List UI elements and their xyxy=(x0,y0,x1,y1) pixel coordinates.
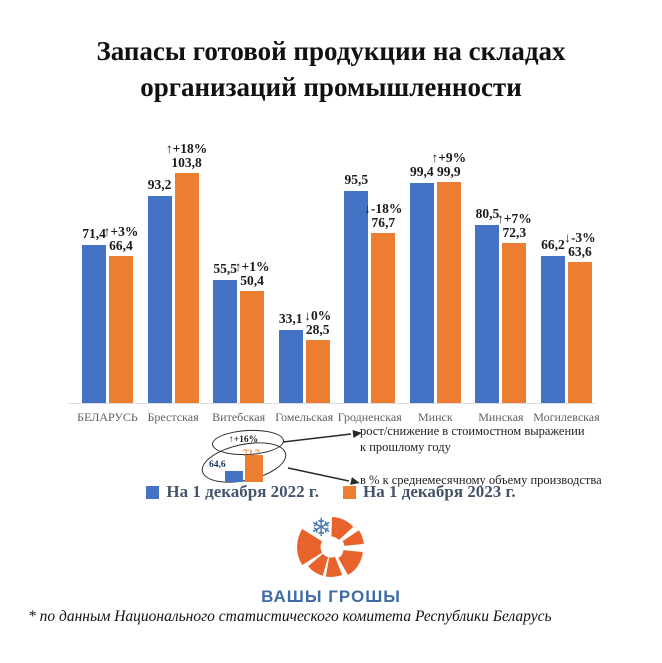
axis-label: Минская xyxy=(478,410,524,424)
axis-label: БЕЛАРУСЬ xyxy=(77,410,138,424)
bar-2023 xyxy=(371,233,396,403)
value-label-2023: ↑+3% 66,4 xyxy=(103,223,139,254)
axis-label: Минск xyxy=(417,410,453,424)
bar-2023 xyxy=(240,291,265,403)
bar-2022 xyxy=(540,256,565,403)
bar-2023 xyxy=(502,243,527,403)
axis-label: Витебская xyxy=(212,410,266,424)
logo-graphic: ❄ xyxy=(297,513,364,577)
bar-group-7: 80,5 ↑+7% 72,3 Минская xyxy=(475,150,532,424)
value-2023-text: 103,8 xyxy=(171,155,202,171)
change-label: ↓-18% xyxy=(364,200,403,216)
value-2023-text: 63,6 xyxy=(568,244,592,260)
bar-group-2: 93,2 ↑+18% 103,8 Брестская xyxy=(147,141,208,424)
page-title: Запасы готовой продукции на складах орга… xyxy=(96,36,566,102)
sample-bar-2023 xyxy=(245,455,263,482)
explainer-growth-text: рост/снижение в стоимостном выражении к … xyxy=(360,423,650,455)
logo-text: ВАШЫ ГРОШЫ xyxy=(261,587,401,606)
bar-2022 xyxy=(147,196,172,403)
change-label: ↑+9% xyxy=(431,149,467,165)
value-2023-text: 76,7 xyxy=(371,215,396,231)
change-label: ↑+18% xyxy=(165,140,208,156)
bar-group-3: 55,5 ↑+1% 50,4 Витебская xyxy=(212,150,269,424)
value-2023-text: 50,4 xyxy=(240,273,264,289)
axis-label: Гомельская xyxy=(275,410,334,424)
logo-wedge xyxy=(325,556,343,577)
bar-2023 xyxy=(174,173,199,403)
logo: ❄ ВАШЫ ГРОШЫ xyxy=(0,509,662,607)
bar-2023 xyxy=(436,182,461,403)
value-label-2023: ↓-3% 63,6 xyxy=(564,229,596,260)
value-2023-text: 66,4 xyxy=(109,238,133,254)
bar-group-6: 99,4 ↑+9% 99,9 Минск xyxy=(409,150,466,424)
bar-2022 xyxy=(278,330,303,403)
change-label: ↑+1% xyxy=(234,258,270,274)
x-axis-line xyxy=(68,403,596,404)
legend-item-1: На 1 декабря 2022 г. xyxy=(146,482,319,502)
value-label-2022: 66,2 xyxy=(541,237,565,252)
value-label-2023: ↑+18% 103,8 xyxy=(165,140,208,171)
bar-2022 xyxy=(82,245,106,403)
value-label-2023: ↓0% 28,5 xyxy=(304,307,332,338)
value-2023-text: 28,5 xyxy=(305,322,330,338)
legend-swatch xyxy=(343,485,356,499)
axis-label: Брестская xyxy=(147,410,199,424)
sample-bar-2022 xyxy=(225,471,243,482)
bar-2023 xyxy=(109,256,133,403)
bar-group-4: 33,1 ↓0% 28,5 Гомельская xyxy=(275,150,333,424)
bar-2023 xyxy=(305,340,330,403)
value-2023-text: 99,9 xyxy=(436,164,461,180)
change-label: ↓0% xyxy=(304,307,332,323)
legend-label: На 1 декабря 2023 г. xyxy=(363,482,516,501)
value-label-2023: ↑+7% 72,3 xyxy=(497,210,532,241)
explainer-growth-line2: к прошлому году xyxy=(360,440,451,454)
logo-wedge xyxy=(331,517,354,540)
legend-label: На 1 декабря 2022 г. xyxy=(166,482,319,501)
value-label-2022: 95,5 xyxy=(344,172,369,187)
logo-wedge xyxy=(338,550,363,575)
bar-2023 xyxy=(567,262,592,403)
bar-2022 xyxy=(344,191,369,403)
sample-value-2022: 64,6 xyxy=(209,460,226,470)
page-title-wrap: Запасы готовой продукции на складах орга… xyxy=(0,34,662,105)
value-label-2023: ↑+9% 99,9 xyxy=(431,149,467,180)
logo-wedge xyxy=(308,553,329,576)
sample-value-2023: 72,7 xyxy=(243,449,260,459)
change-label: ↑+3% xyxy=(103,223,139,239)
value-label-2023: ↓-18% 76,7 xyxy=(364,200,403,231)
legend-item-2: На 1 декабря 2023 г. xyxy=(343,482,516,502)
value-label-2022: 93,2 xyxy=(147,177,172,192)
legend-swatch xyxy=(146,485,160,499)
value-2023-text: 72,3 xyxy=(502,225,527,241)
axis-label: Могилевская xyxy=(533,410,600,424)
bar-group-1: 71,4 ↑+3% 66,4 БЕЛАРУСЬ xyxy=(77,150,138,424)
value-label-2022: 33,1 xyxy=(278,311,303,326)
bar-2022 xyxy=(409,183,434,403)
explainer-growth-line1: рост/снижение в стоимостном выражении xyxy=(360,424,585,438)
value-label-2022: 55,5 xyxy=(213,261,237,276)
explainer-percent-text: в % к среднемесячному объему производств… xyxy=(360,473,602,487)
value-label-2022: 99,4 xyxy=(410,164,434,179)
change-label: ↑+7% xyxy=(497,210,532,226)
value-label-2023: ↑+1% 50,4 xyxy=(234,258,270,289)
legend: На 1 декабря 2022 г. На 1 декабря 2023 г. xyxy=(0,482,662,502)
legend-explainer: ↑+16% 72,7 64,6 рост/снижение в стоимост… xyxy=(150,418,655,500)
change-label: ↓-3% xyxy=(564,229,596,245)
snowflake-icon: ❄ xyxy=(311,513,332,542)
value-label-2022: 80,5 xyxy=(475,206,500,221)
callout-arrows xyxy=(282,430,362,485)
plot-area: 71,4 ↑+3% 66,4 БЕЛАРУСЬ 93,2 ↑+18% 103,8 Брестс… xyxy=(77,141,599,424)
bar-group-5: 95,5 ↓-18% 76,7 Гродненская xyxy=(338,150,403,424)
footnote: * по данным Национального статистическог… xyxy=(28,608,552,625)
bar-2022 xyxy=(213,280,238,403)
value-label-2022: 71,4 xyxy=(82,226,106,241)
logo-wedge xyxy=(297,529,323,565)
bar-group-8: 66,2 ↓-3% 63,6 Могилевская xyxy=(533,150,599,424)
sample-change-label: ↑+16% xyxy=(229,435,259,445)
logo-wedge xyxy=(342,530,364,546)
bar-2022 xyxy=(475,225,500,403)
axis-label: Гродненская xyxy=(337,410,402,424)
